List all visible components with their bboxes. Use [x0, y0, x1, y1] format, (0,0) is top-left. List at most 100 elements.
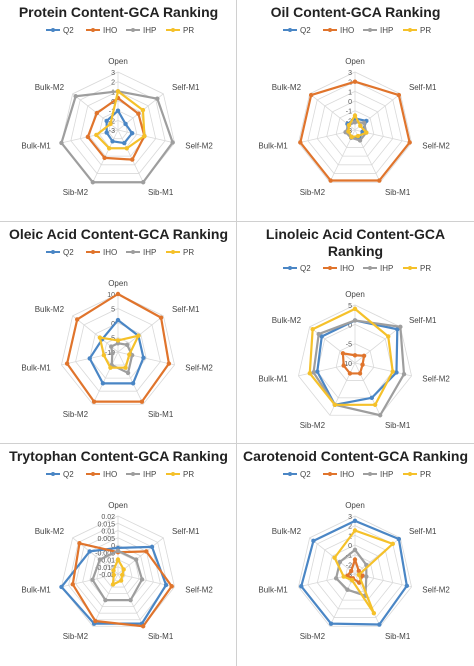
data-point-ihp-self-m2 [364, 574, 369, 579]
data-point-ihp-self-m2 [139, 577, 145, 582]
data-point-iho-self-m2 [407, 140, 412, 145]
data-point-ihp-self-m2 [170, 140, 175, 145]
series-line-iho [66, 292, 170, 403]
legend-entry-ihp: IHP [363, 470, 393, 479]
data-point-q2-open [115, 317, 121, 323]
svg-text:Q2: Q2 [300, 26, 311, 35]
data-point-iho-self-m1 [356, 568, 361, 574]
data-point-ihp-self-m2 [401, 371, 407, 377]
data-point-iho-bulk-m2 [349, 568, 354, 574]
tick-label-0: 0.02 [101, 514, 115, 521]
legend-entry-pr: PR [166, 26, 194, 35]
series-line-iho [71, 542, 173, 628]
data-point-iho-bulk-m1 [70, 582, 75, 587]
data-point-iho-sib-m2 [93, 618, 98, 624]
legend-entry-ihp: IHP [363, 26, 393, 35]
data-point-iho-self-m1 [396, 92, 402, 98]
data-point-pr-sib-m1 [124, 146, 130, 151]
data-point-q2-self-m2 [129, 131, 135, 136]
tick-label-1: 0 [348, 322, 352, 329]
series-line-iho [299, 80, 411, 182]
axis-label-sib-m2: Sib-M2 [300, 421, 326, 430]
legend-entry-q2: Q2 [46, 470, 74, 479]
tick-label-1: 5 [111, 307, 115, 314]
tick-label-6: -0.01 [99, 558, 115, 565]
data-point-ihp-sib-m1 [377, 413, 383, 418]
data-point-pr-bulk-m1 [307, 371, 312, 376]
data-point-iho-open [115, 291, 121, 297]
axis-label-self-m1: Self-M1 [409, 316, 437, 325]
data-point-iho-bulk-m1 [64, 361, 70, 366]
data-point-pr-sib-m2 [332, 402, 338, 408]
data-point-iho-bulk-m1 [341, 363, 346, 368]
data-point-q2-open [115, 108, 121, 113]
axis-label-sib-m1: Sib-M1 [385, 188, 411, 197]
series-line-q2 [316, 319, 399, 406]
data-point-ihp-bulk-m1 [311, 370, 316, 375]
svg-text:PR: PR [183, 26, 194, 35]
tick-label-1: 2 [348, 524, 352, 531]
tick-label-4: -10 [105, 350, 115, 357]
legend-entry-ihp: IHP [126, 470, 156, 479]
series-line-ihp [312, 319, 406, 417]
data-point-pr-self-m2 [356, 572, 361, 578]
svg-text:IHP: IHP [143, 248, 156, 257]
data-point-iho-self-m1 [144, 549, 149, 554]
data-point-q2-sib-m1 [369, 395, 374, 401]
legend-entry-q2: Q2 [283, 26, 311, 35]
data-point-pr-open [352, 528, 358, 533]
axis-label-sib-m2: Sib-M2 [63, 188, 89, 197]
data-point-iho-sib-m1 [130, 157, 135, 162]
axis-label-bulk-m2: Bulk-M2 [272, 316, 302, 325]
legend-entry-pr: PR [166, 470, 194, 479]
data-point-pr-self-m1 [390, 541, 395, 547]
svg-text:Q2: Q2 [63, 248, 74, 257]
data-point-q2-bulk-m1 [59, 584, 64, 590]
series-line-pr [333, 529, 394, 615]
data-point-pr-bulk-m2 [97, 335, 103, 340]
tick-label-7: -0.015 [95, 565, 115, 572]
data-point-iho-self-m2 [166, 361, 172, 366]
axis-label-self-m1: Self-M1 [172, 305, 200, 314]
svg-text:IHO: IHO [103, 248, 117, 257]
axis-label-bulk-m1: Bulk-M1 [258, 141, 288, 150]
data-point-iho-bulk-m2 [77, 541, 82, 546]
data-point-pr-bulk-m2 [332, 555, 337, 560]
data-point-q2-sib-m1 [122, 140, 127, 146]
axis-label-bulk-m2: Bulk-M2 [35, 305, 65, 314]
chart-title-line-1: Trytophan Content-GCA Ranking [9, 448, 228, 464]
data-point-q2-self-m1 [395, 327, 400, 332]
svg-text:Q2: Q2 [63, 26, 74, 35]
axis-label-sib-m2: Sib-M2 [300, 188, 326, 197]
data-point-q2-self-m2 [394, 370, 399, 375]
tick-label-0: 5 [348, 303, 352, 310]
data-point-ihp-self-m1 [155, 96, 160, 101]
data-point-q2-bulk-m1 [87, 356, 92, 361]
data-point-pr-open [352, 113, 358, 118]
tick-label-4: -1 [346, 553, 352, 560]
legend-entry-iho: IHO [323, 470, 354, 479]
data-point-pr-bulk-m2 [111, 568, 116, 573]
axis-label-sib-m2: Sib-M2 [63, 410, 89, 419]
data-point-iho-self-m1 [361, 353, 367, 358]
data-point-q2-bulk-m1 [315, 369, 320, 374]
axis-label-open: Open [108, 57, 128, 66]
data-point-pr-open [115, 89, 121, 94]
data-point-q2-bulk-m1 [299, 584, 304, 589]
data-point-ihp-self-m1 [361, 120, 367, 125]
data-point-pr-self-m1 [140, 107, 146, 113]
series-line-ihp [60, 90, 174, 184]
axis-label-self-m1: Self-M1 [172, 527, 200, 536]
data-point-q2-bulk-m1 [104, 130, 109, 135]
axis-label-sib-m1: Sib-M1 [385, 632, 411, 641]
data-point-iho-bulk-m1 [85, 134, 91, 140]
data-point-pr-bulk-m1 [101, 353, 107, 358]
tick-label-5: -2 [346, 562, 352, 569]
chart-title-line-1: Linoleic Acid Content-GCA [266, 226, 445, 242]
axis-label-sib-m1: Sib-M1 [148, 632, 174, 641]
legend-entry-q2: Q2 [46, 26, 74, 35]
tick-label-3: 0 [348, 543, 352, 550]
svg-text:PR: PR [183, 470, 194, 479]
